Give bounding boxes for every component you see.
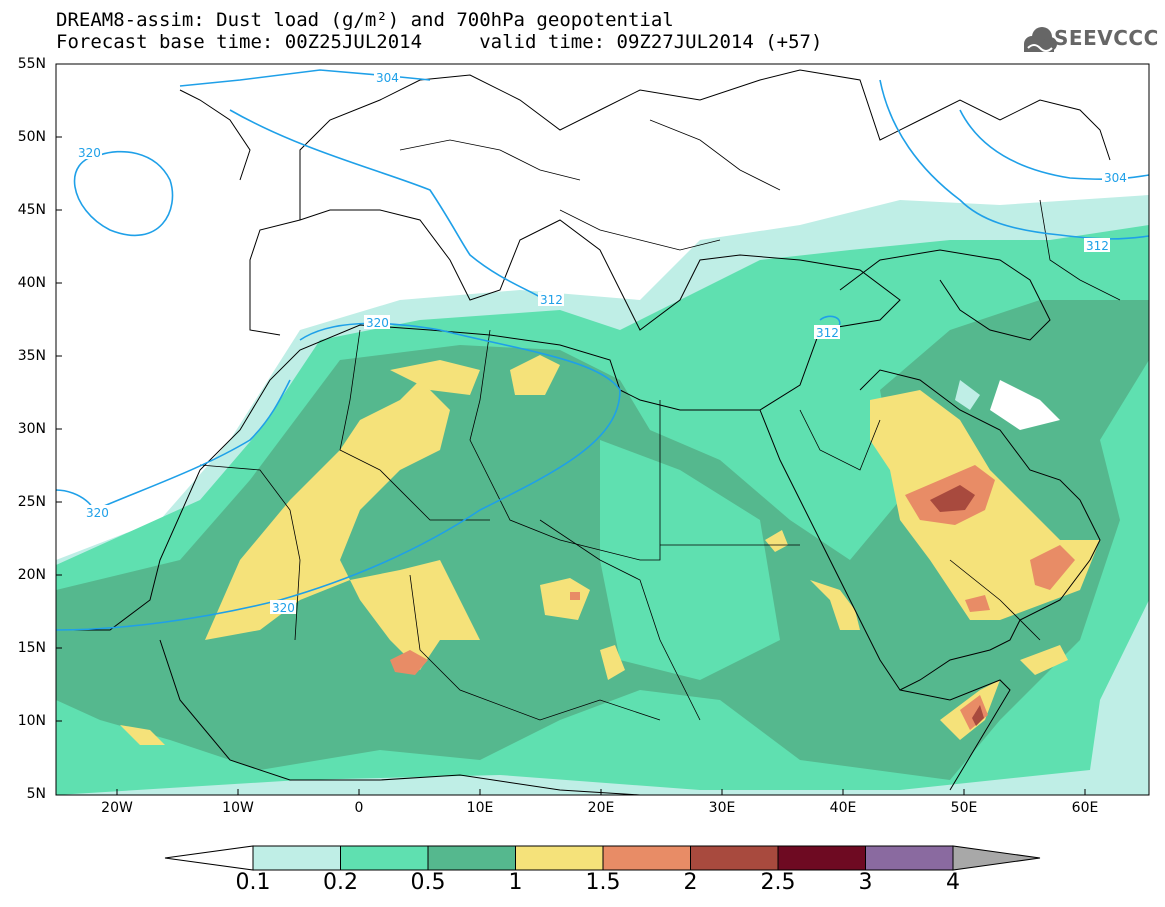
lat-label: 20N <box>17 567 46 583</box>
lon-label: 20W <box>101 800 133 816</box>
lon-label: 60E <box>1071 800 1099 816</box>
lat-label: 55N <box>17 56 46 72</box>
colorbar-label: 0.5 <box>410 870 446 895</box>
lat-label: 10N <box>17 713 46 729</box>
map-title: DREAM8-assim: Dust load (g/m²) and 700hP… <box>56 9 674 31</box>
colorbar-label: 2 <box>683 870 698 895</box>
borders <box>199 119 1121 721</box>
lat-label: 45N <box>17 202 46 218</box>
contour-label: 312 <box>1086 239 1109 253</box>
contour-label: 312 <box>816 326 839 340</box>
lat-label: 5N <box>26 786 46 802</box>
coastlines <box>56 69 1111 795</box>
logo-text: SEEVCCC <box>1054 26 1159 50</box>
lon-label: 10E <box>466 800 494 816</box>
lat-label: 50N <box>17 129 46 145</box>
lat-label: 30N <box>17 421 46 437</box>
contour-label: 312 <box>540 293 563 307</box>
lon-label: 30E <box>708 800 736 816</box>
lat-label: 25N <box>17 494 46 510</box>
contour-label: 304 <box>1104 171 1127 185</box>
lon-label: 20E <box>587 800 615 816</box>
lon-label: 50E <box>950 800 978 816</box>
lon-label: 0 <box>354 800 364 816</box>
contour-labels: 304 320 312 320 312 320 320 304 312 <box>76 70 1128 615</box>
lat-label: 40N <box>17 275 46 291</box>
map-ticks <box>56 63 1086 795</box>
contour-label: 320 <box>366 316 389 330</box>
forecast-time-info: Forecast base time: 00Z25JUL2014 valid t… <box>56 31 823 53</box>
contour-label: 320 <box>272 601 295 615</box>
cloud-logo-icon <box>1024 27 1057 52</box>
contour-label: 320 <box>78 146 101 160</box>
colorbar-label: 1 <box>508 870 523 895</box>
lat-label: 15N <box>17 640 46 656</box>
contour-label: 320 <box>86 506 109 520</box>
dust-load-shading <box>56 64 1149 795</box>
colorbar-label: 1.5 <box>585 870 621 895</box>
colorbar-label: 2.5 <box>760 870 796 895</box>
lat-label: 35N <box>17 348 46 364</box>
colorbar-label: 0.2 <box>323 870 358 895</box>
contour-label: 304 <box>376 71 399 85</box>
colorbar-label: 4 <box>946 870 960 895</box>
lon-label: 40E <box>829 800 857 816</box>
colorbar-label: 0.1 <box>235 870 271 895</box>
colorbar-label: 3 <box>858 870 873 895</box>
lon-label: 10W <box>222 800 254 816</box>
